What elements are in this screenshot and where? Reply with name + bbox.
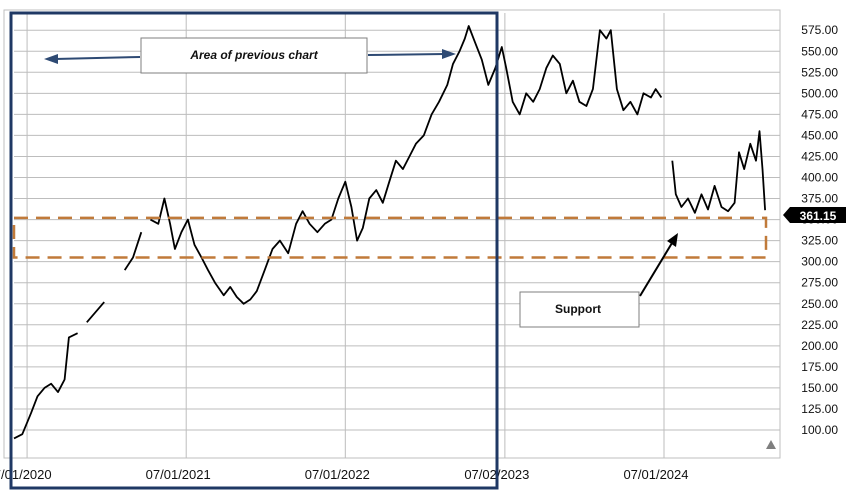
x-tick-label: 07/01/2024: [623, 467, 688, 482]
y-tick-label: 275.00: [801, 276, 838, 290]
x-axis-ticks: 07/01/202007/01/202107/01/202207/02/2023…: [0, 467, 689, 482]
x-tick-label: 07/01/2020: [0, 467, 52, 482]
y-tick-label: 550.00: [801, 44, 838, 58]
previous-chart-area-box: [9, 11, 499, 490]
y-tick-label: 225.00: [801, 318, 838, 332]
x-tick-label: 07/01/2022: [305, 467, 370, 482]
previous-chart-label-box: [140, 37, 368, 74]
x-tick-label: 07/01/2021: [146, 467, 211, 482]
support-label-box: [519, 291, 640, 328]
last-price-tag-background: [783, 207, 846, 223]
y-tick-label: 250.00: [801, 297, 838, 311]
y-tick-label: 300.00: [801, 255, 838, 269]
gridlines: [14, 13, 780, 458]
y-axis-ticks: 100.00 125.00 150.00 175.00 200.00 225.00 250.…: [801, 23, 838, 437]
y-tick-label: 200.00: [801, 339, 838, 353]
price-line: [13, 332, 78, 440]
y-tick-label: 525.00: [801, 65, 838, 79]
last-price-tag: 361.15: [783, 207, 846, 223]
y-tick-label: 475.00: [801, 107, 838, 121]
support-arrow-head: [667, 233, 678, 247]
y-tick-label: 175.00: [801, 360, 838, 374]
price-series: [13, 25, 766, 440]
previous-chart-arrows: [44, 49, 456, 64]
left-arrow-head: [44, 54, 58, 64]
left-arrow-line: [54, 56, 141, 60]
y-tick-label: 325.00: [801, 234, 838, 248]
support-band: [12, 216, 768, 259]
price-line: [123, 231, 143, 271]
y-tick-label: 500.00: [801, 86, 838, 100]
last-price-label: 361.15: [800, 209, 837, 223]
right-arrow-line: [367, 53, 446, 56]
outer-frame: [3, 9, 781, 459]
right-arrow-head: [442, 49, 456, 59]
y-tick-label: 400.00: [801, 171, 838, 185]
support-arrow-line: [639, 242, 673, 297]
y-tick-label: 450.00: [801, 128, 838, 142]
y-tick-label: 150.00: [801, 381, 838, 395]
scroll-up-arrow-icon[interactable]: [766, 440, 776, 449]
price-line: [86, 301, 105, 323]
y-tick-label: 100.00: [801, 423, 838, 437]
y-tick-label: 125.00: [801, 402, 838, 416]
previous-chart-label: Area of previous chart: [189, 48, 318, 62]
price-line: [671, 130, 766, 214]
support-label: Support: [555, 302, 601, 316]
y-tick-label: 375.00: [801, 192, 838, 206]
price-line: [149, 25, 663, 305]
y-tick-label: 425.00: [801, 149, 838, 163]
y-tick-label: 575.00: [801, 23, 838, 37]
